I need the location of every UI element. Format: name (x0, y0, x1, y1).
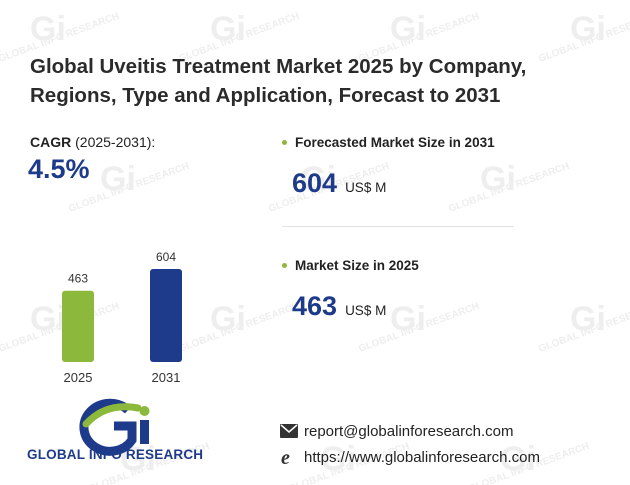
contact-email: report@globalinforesearch.com (280, 422, 514, 440)
forecast-2031-value: 604 (292, 168, 338, 198)
forecast-2031-unit: US$ M (345, 180, 387, 195)
tick-label-2031: 2031 (152, 370, 181, 385)
email-link[interactable]: report@globalinforesearch.com (304, 422, 514, 440)
contact-website: e https://www.globalinforesearch.com (280, 448, 540, 466)
forecast-2031-heading: Forecasted Market Size in 2031 (282, 135, 495, 150)
logo-text: GLOBAL INFO RESEARCH (27, 447, 204, 462)
envelope-icon (280, 422, 298, 440)
forecast-2031-value-row: 604 US$ M (292, 168, 495, 199)
data-label-2025: 463 (68, 272, 88, 286)
cagr-period: (2025-2031): (75, 134, 156, 150)
bar-chart: 463 2025 604 2031 (62, 250, 182, 385)
divider (282, 226, 514, 227)
bar-2031 (150, 269, 182, 362)
market-2025-unit: US$ M (345, 303, 387, 318)
data-label-2031: 604 (156, 250, 176, 264)
bar-2025 (62, 290, 94, 362)
tick-label-2025: 2025 (64, 370, 93, 385)
market-2025-label: Market Size in 2025 (295, 258, 419, 273)
forecast-2031-label: Forecasted Market Size in 2031 (295, 135, 495, 150)
page-title: Global Uveitis Treatment Market 2025 by … (30, 55, 527, 107)
market-2025-value-row: 463 US$ M (292, 291, 419, 322)
market-2025-value: 463 (292, 291, 338, 321)
bullet-icon (282, 140, 287, 145)
watermark-mark (537, 300, 630, 355)
internet-explorer-icon: e (280, 448, 298, 466)
svg-text:e: e (281, 448, 290, 466)
website-link[interactable]: https://www.globalinforesearch.com (304, 448, 540, 466)
forecast-2031-stat: Forecasted Market Size in 2031 604 US$ M (282, 135, 495, 199)
cagr-label: CAGR (2025-2031): (30, 134, 155, 150)
company-logo-icon (79, 398, 150, 456)
market-2025-stat: Market Size in 2025 463 US$ M (282, 258, 419, 322)
market-2025-heading: Market Size in 2025 (282, 258, 419, 273)
cagr-value: 4.5% (28, 154, 90, 184)
bullet-icon (282, 263, 287, 268)
cagr-label-text: CAGR (30, 134, 72, 150)
